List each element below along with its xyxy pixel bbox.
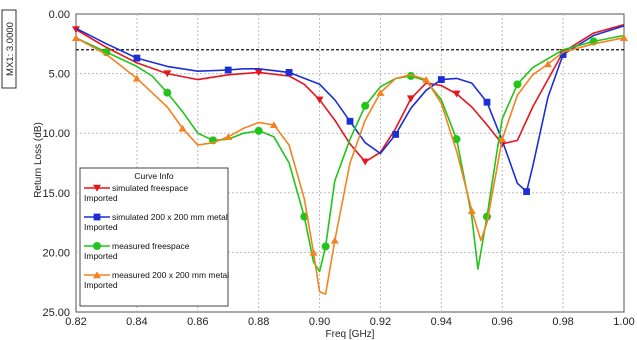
marker-label-box[interactable]: MX1: 3.0000 (1, 9, 17, 89)
data-point (254, 126, 263, 135)
x-tick-label: 0.88 (248, 316, 269, 328)
marker-label: MX1: 3.0000 (5, 22, 16, 76)
legend-swatch-marker (93, 184, 101, 192)
data-point (437, 76, 445, 83)
grid-lines (76, 14, 624, 312)
legend-entry-name: simulated freespace (112, 183, 188, 193)
data-point (132, 74, 141, 82)
y-tick-label: 0.00 (49, 9, 70, 21)
data-point (163, 70, 172, 78)
x-tick-label: 0.90 (309, 316, 330, 328)
data-point (254, 69, 263, 77)
data-point (309, 248, 318, 256)
data-point (163, 88, 172, 97)
data-point (422, 75, 431, 83)
data-point (361, 158, 370, 166)
x-tick-label: 1.00 (613, 316, 634, 328)
data-point (330, 236, 339, 244)
series-1 (75, 25, 625, 196)
data-point (513, 80, 522, 89)
legend-entry-sub: Imported (84, 193, 118, 203)
data-point (452, 135, 461, 144)
y-tick-label: 5.00 (49, 69, 70, 81)
legend-title: Curve Info (134, 171, 173, 181)
data-point (224, 133, 233, 140)
data-point (72, 26, 80, 34)
data-point (543, 60, 552, 68)
data-point (269, 121, 278, 129)
x-tick-label: 0.84 (126, 316, 147, 328)
data-point (498, 135, 507, 143)
legend-entry-name: measured freespace (112, 241, 190, 251)
data-point (498, 140, 507, 148)
x-tick-label: 0.92 (370, 316, 391, 328)
x-tick-label: 0.98 (552, 316, 573, 328)
data-point (392, 130, 400, 138)
data-point (224, 66, 232, 74)
data-series (72, 23, 628, 295)
y-axis-title: Return Loss (dB) (33, 122, 44, 198)
data-point (361, 101, 370, 110)
legend-entry-sub: Imported (84, 222, 118, 232)
data-point (133, 54, 141, 62)
data-point (559, 51, 567, 58)
x-tick-labels: 0.82 0.84 0.86 0.88 0.90 0.92 0.94 0.96 0.98 1.00 (65, 316, 634, 328)
series-3 (72, 34, 628, 295)
data-point (406, 71, 415, 80)
y-tick-label: 10.00 (42, 128, 70, 140)
data-point (315, 96, 324, 104)
y-tick-label: 20.00 (42, 247, 70, 259)
data-point (321, 242, 330, 251)
y-tick-labels: 0.00 5.00 10.00 15.00 20.00 25.00 (42, 9, 70, 319)
series-2 (75, 34, 625, 273)
x-tick-label: 0.86 (187, 316, 208, 328)
data-point (452, 90, 461, 98)
data-point (178, 124, 187, 132)
data-point (406, 95, 415, 103)
legend-entry-name: simulated 200 x 200 mm metal (112, 212, 228, 222)
y-tick-label: 25.00 (42, 307, 70, 319)
y-tick-label: 15.00 (42, 188, 70, 200)
data-point (620, 34, 628, 42)
x-tick-label: 0.94 (431, 316, 452, 328)
x-tick-label: 0.82 (65, 316, 86, 328)
data-point (467, 207, 476, 214)
series-line (75, 34, 625, 273)
data-point (346, 117, 354, 125)
legend-box (79, 167, 229, 307)
data-point (72, 34, 80, 42)
legend-entry-name: measured 200 x 200 mm metal (112, 270, 229, 280)
legend-swatch-marker (93, 271, 101, 279)
x-axis-title: Freq [GHz] (326, 329, 375, 340)
data-point (285, 69, 293, 76)
data-point (523, 188, 530, 196)
legend-entry-sub: Imported (84, 280, 118, 290)
legend-swatch-marker (93, 242, 101, 250)
legend-entry-sub: Imported (84, 251, 118, 261)
legend-swatch-marker (93, 213, 101, 221)
x-tick-label: 0.96 (492, 316, 513, 328)
legend: Curve Info simulated freespaceImportedsi… (79, 167, 229, 307)
data-point (376, 89, 385, 96)
data-point (483, 98, 491, 106)
